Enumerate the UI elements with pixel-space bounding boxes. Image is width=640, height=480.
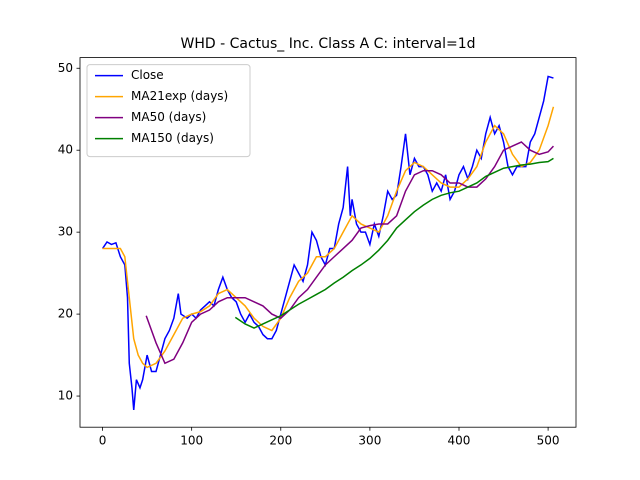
- chart-title: WHD - Cactus_ Inc. Class A C: interval=1…: [180, 36, 475, 52]
- y-tick-label: 50: [58, 61, 73, 75]
- axes-frame: [79, 57, 577, 428]
- series-line: [102, 106, 555, 369]
- y-tick-label: 30: [58, 225, 73, 239]
- x-tick-label: 200: [269, 434, 292, 448]
- y-tick-label: 10: [58, 389, 73, 403]
- legend-label: Close: [131, 68, 164, 82]
- x-tick-label: 300: [358, 434, 381, 448]
- legend-label: MA21exp (days): [131, 89, 228, 103]
- x-tick-label: 400: [448, 434, 471, 448]
- legend-box: [86, 64, 251, 158]
- series-line: [145, 141, 554, 365]
- series-line: [234, 157, 554, 329]
- x-tick-label: 500: [537, 434, 560, 448]
- legend: Close MA21exp (days) MA50 (days) MA150 (day…: [86, 64, 251, 158]
- y-tick-label: 40: [58, 143, 73, 157]
- x-tick-label: 0: [99, 434, 107, 448]
- legend-label: MA150 (days): [131, 131, 214, 145]
- y-tick-label: 20: [58, 307, 73, 321]
- legend-label: MA50 (days): [131, 110, 206, 124]
- plot-area: [101, 75, 555, 411]
- series-line: [101, 75, 554, 411]
- x-tick-label: 100: [180, 434, 203, 448]
